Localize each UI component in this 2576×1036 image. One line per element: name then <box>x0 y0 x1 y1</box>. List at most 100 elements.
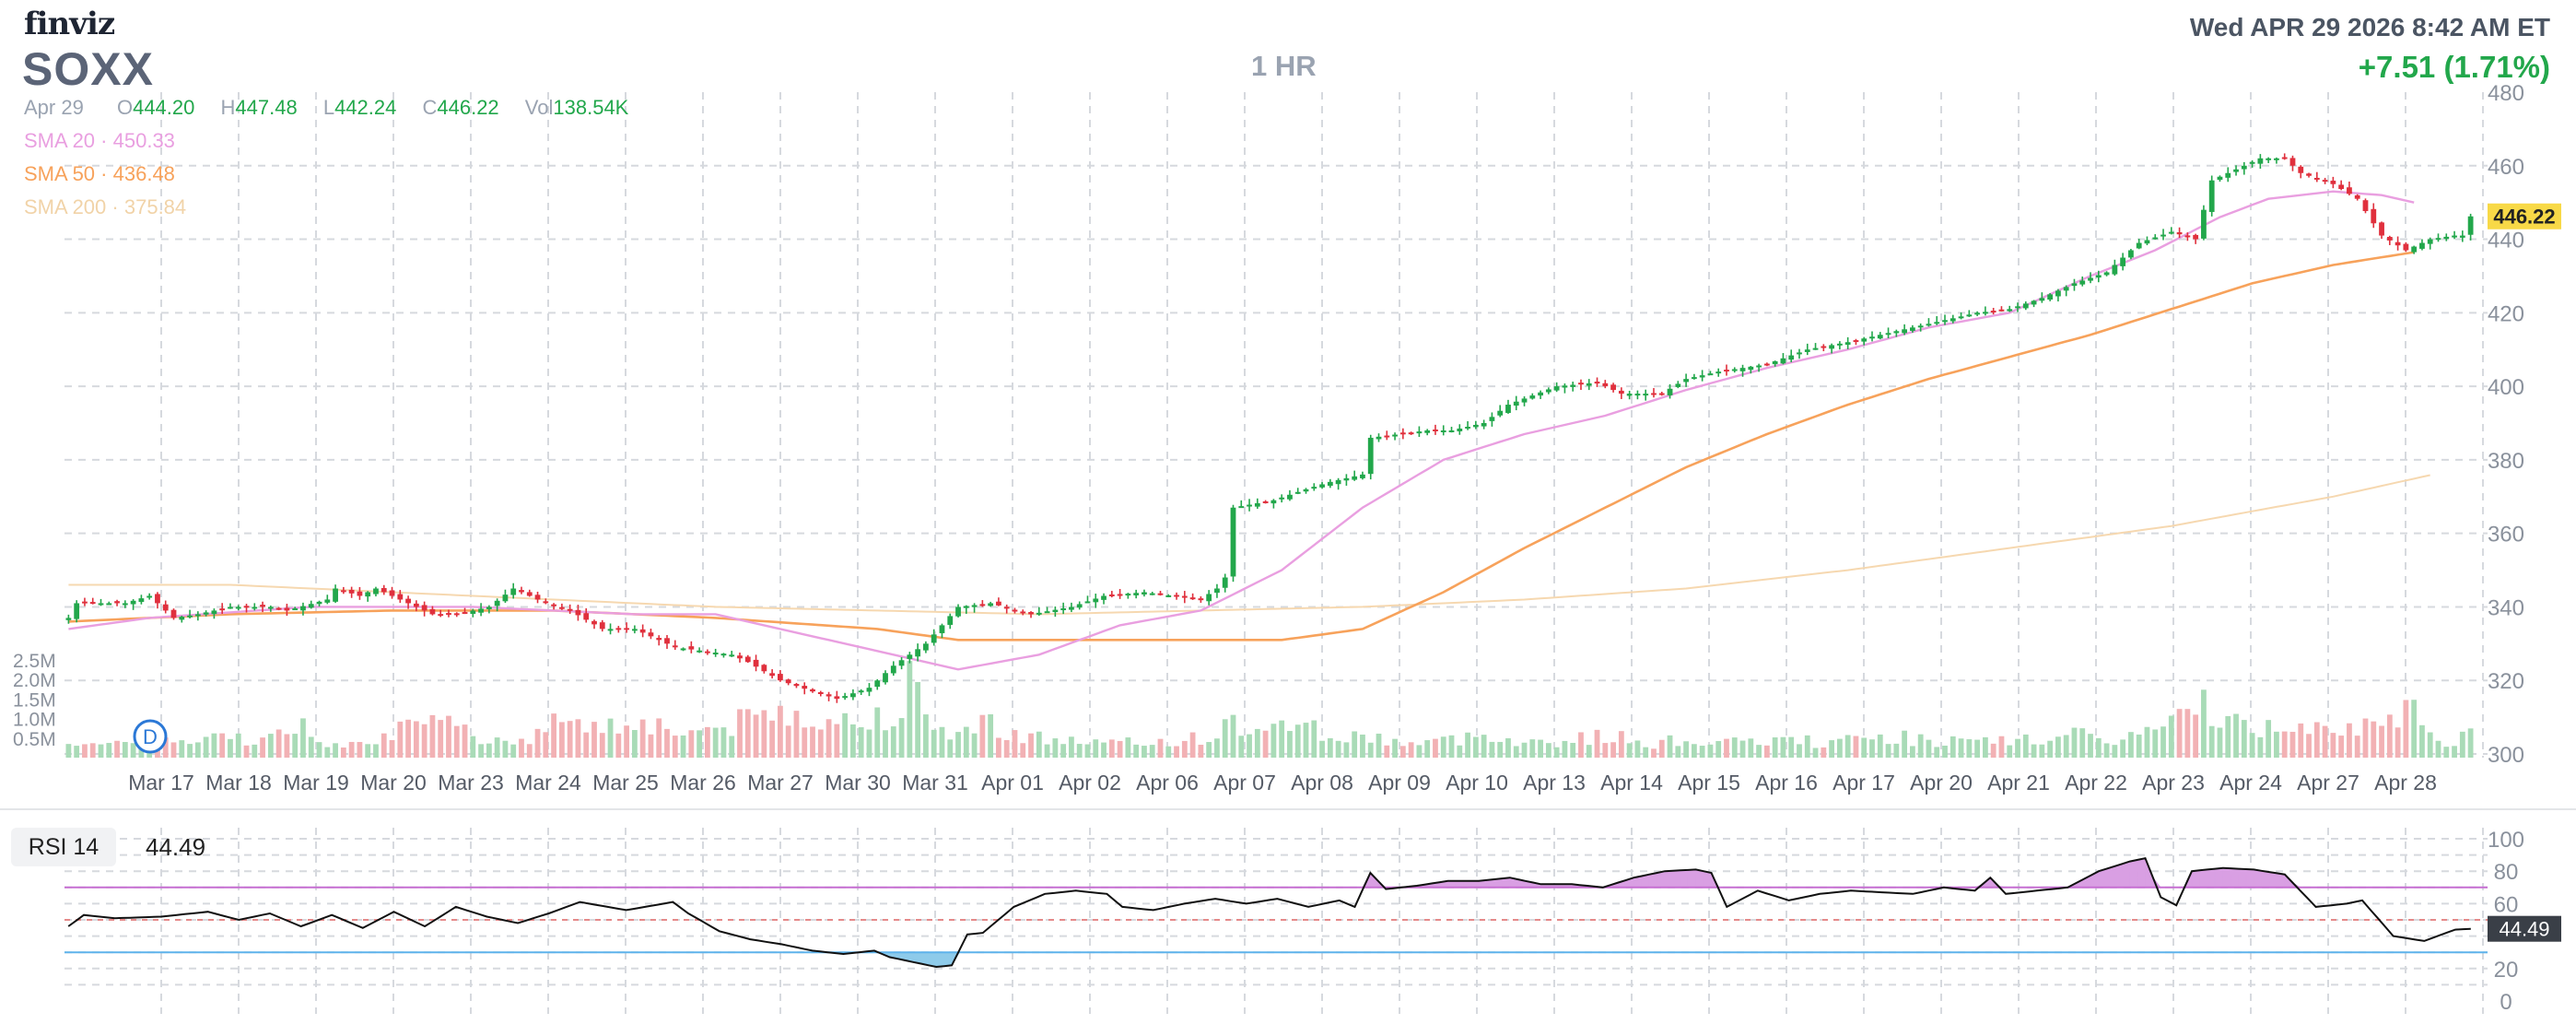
volume-bar <box>365 744 371 758</box>
candle-body <box>1675 383 1681 387</box>
candle-body <box>2201 209 2207 239</box>
candle-body <box>1505 405 1511 414</box>
volume-bar <box>1262 730 1269 758</box>
date-tick-label: Apr 17 <box>1832 771 1895 795</box>
candle-body <box>1279 497 1285 500</box>
ohlc-legend: Apr 29 O444.20 H447.48 L442.24 C446.22 V… <box>24 96 649 120</box>
candle-body <box>785 679 791 684</box>
volume-bar <box>2144 726 2150 758</box>
timeframe-label[interactable]: 1 HR <box>1251 50 1317 82</box>
sma-200-value: 375.84 <box>123 195 187 218</box>
candle-body <box>1360 474 1365 478</box>
candle-body <box>898 660 905 666</box>
volume-bar <box>704 726 710 758</box>
volume-bar <box>1545 743 1551 758</box>
sma-20-legend[interactable]: SMA 20 · 450.33 <box>24 129 175 152</box>
candle-body <box>1683 379 1689 383</box>
candle-body <box>1877 335 1883 339</box>
candle-body <box>1157 593 1164 595</box>
date-tick-label: Apr 15 <box>1678 771 1740 795</box>
volume-bar <box>1538 739 1543 758</box>
candle-body <box>2306 173 2312 176</box>
volume-bar <box>1602 743 1609 758</box>
volume-bar <box>688 730 695 758</box>
candle-body <box>591 620 597 625</box>
candle-body <box>2112 265 2118 275</box>
candle-body <box>1521 398 1528 403</box>
candle-body <box>2160 234 2166 237</box>
volume-bar <box>1157 738 1164 758</box>
candle-body <box>1489 417 1495 421</box>
volume-bar <box>778 705 783 758</box>
candle-body <box>519 590 524 593</box>
date-tick-label: Apr 20 <box>1910 771 1973 795</box>
candle-body <box>1950 318 1956 322</box>
candle-body <box>1448 430 1455 432</box>
candle-body <box>1052 609 1059 613</box>
candle-body <box>194 614 201 617</box>
volume-bar <box>1319 740 1325 758</box>
candle-body <box>389 590 395 596</box>
volume-bar <box>1853 736 1859 758</box>
volume-bar <box>939 726 945 758</box>
candle-body <box>130 600 136 605</box>
date-tick-label: Apr 14 <box>1600 771 1663 795</box>
volume-bar <box>1254 728 1260 758</box>
volume-bar <box>558 722 565 758</box>
candle-body <box>502 595 509 602</box>
candle-body <box>1829 345 1835 349</box>
volume-bar <box>1990 743 1996 758</box>
volume-bar <box>1101 742 1107 758</box>
sma-200-legend[interactable]: SMA 200 · 375.84 <box>24 195 187 218</box>
volume-bar <box>2120 739 2126 758</box>
volume-bar <box>1036 731 1042 758</box>
volume-bar <box>583 732 590 758</box>
volume-bar <box>551 713 556 758</box>
candle-body <box>1780 358 1786 364</box>
date-tick-label: Apr 08 <box>1291 771 1353 795</box>
volume-bar <box>519 738 524 758</box>
volume-bar <box>2298 723 2304 758</box>
volume-bar <box>462 724 468 758</box>
candle-body <box>1327 481 1333 487</box>
candle-body <box>122 603 128 606</box>
volume-bar <box>1505 737 1511 758</box>
volume-bar <box>478 744 484 758</box>
volume-bar <box>2257 736 2264 758</box>
volume-bar <box>1804 735 1810 758</box>
candle-body <box>1529 395 1536 399</box>
candle-body <box>793 684 800 687</box>
date-tick-label: Apr 24 <box>2219 771 2282 795</box>
candle-body <box>1084 601 1091 604</box>
volume-bar <box>2184 709 2191 758</box>
volume-bar <box>874 707 881 758</box>
candle-body <box>2249 161 2255 164</box>
volume-bar <box>1457 745 1463 758</box>
date-tick-label: Mar 19 <box>283 771 349 795</box>
volume-bar <box>1974 739 1981 758</box>
volume-bar <box>1003 739 1010 758</box>
volume-bar <box>591 722 597 758</box>
rsi-indicator-label[interactable]: RSI 14 <box>11 828 116 866</box>
volume-bar <box>2371 721 2377 758</box>
candle-body <box>534 595 541 600</box>
volume-bar <box>1335 740 1341 758</box>
sma-50-legend[interactable]: SMA 50 · 436.48 <box>24 162 175 185</box>
candle-body <box>1497 410 1504 416</box>
volume-bar <box>2452 746 2457 758</box>
candle-body <box>1804 349 1810 352</box>
volume-bar <box>2249 733 2255 758</box>
candle-body <box>2467 216 2474 235</box>
candle-body <box>89 602 96 605</box>
volume-bar <box>1691 744 1697 758</box>
volume-bar <box>664 728 670 758</box>
candle-body <box>1133 593 1140 595</box>
candle-body <box>2266 158 2272 160</box>
candle-body <box>2120 257 2126 266</box>
candle-body <box>664 638 670 644</box>
volume-bar <box>2136 734 2142 758</box>
candle-body <box>648 632 654 637</box>
candle-body <box>316 601 322 605</box>
finviz-logo[interactable]: finviz <box>24 6 115 42</box>
volume-axis: 0.5M1.0M1.5M2.0M2.5M <box>13 651 56 750</box>
